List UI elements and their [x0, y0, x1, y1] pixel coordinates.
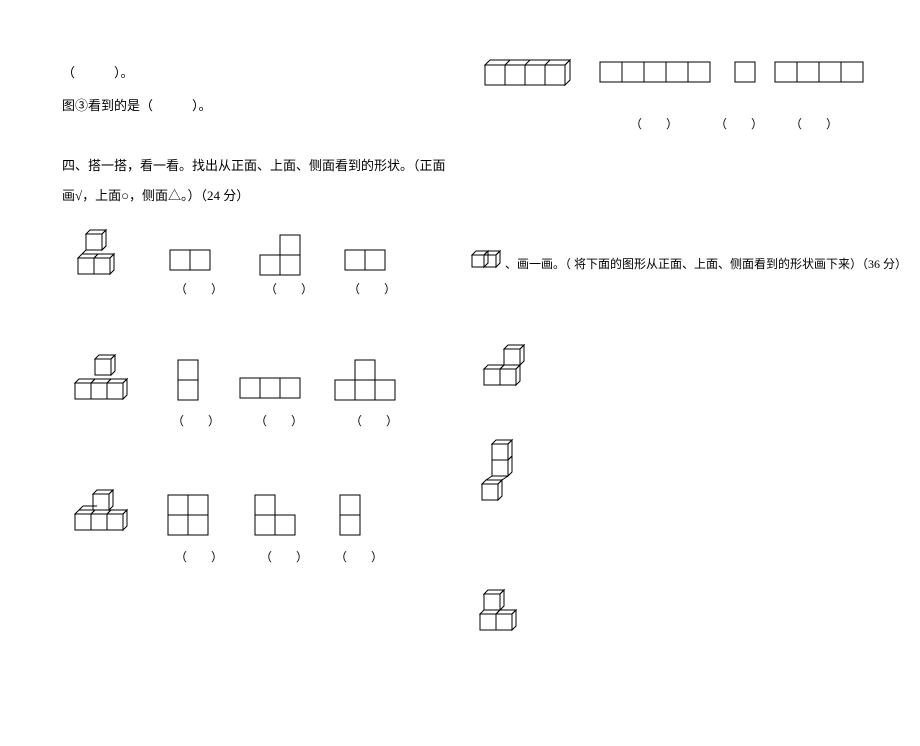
- s4r1-b1: （ ）: [175, 280, 223, 297]
- sec4-title1: 四、搭一搭，看一看。找出从正面、上面、侧面看到的形状。（正面: [62, 155, 446, 174]
- r-cube1: [480, 345, 550, 405]
- s4r3-opt3: [340, 495, 365, 540]
- s4r2-b3: （ ）: [350, 412, 398, 429]
- s4r1-b3: （ ）: [348, 280, 396, 297]
- s4r2-b2: （ ）: [255, 412, 303, 429]
- top-line1: （ ）。: [62, 62, 134, 81]
- s4r1-b2: （ ）: [265, 280, 313, 297]
- top-blank-1: （ ）: [630, 115, 678, 132]
- s4r2-opt3: [335, 360, 405, 405]
- sec5-leadshape: [470, 245, 510, 275]
- top-strip-3d: [480, 55, 580, 95]
- s4r2-b1: （ ）: [172, 412, 220, 429]
- sec4-title2: 画√，上面○，侧面△。）（24 分）: [62, 185, 249, 204]
- s4r3-b1: （ ）: [175, 548, 223, 565]
- top-blank-3: （ ）: [790, 115, 838, 132]
- top-strip-5: [600, 62, 720, 87]
- s4r3-b3: （ ）: [335, 548, 383, 565]
- top-blank-2: （ ）: [715, 115, 763, 132]
- s4r2-opt2: [240, 378, 310, 403]
- sec5-text: 、画一画。（ 将下面的图形从正面、上面、侧面看到的形状画下来）（36 分）: [505, 255, 907, 272]
- r-cube3: [480, 590, 550, 650]
- top-single-sq: [735, 62, 760, 87]
- top-line2: 图③看到的是（ ）。: [62, 95, 212, 114]
- s4r3-opt1: [168, 495, 213, 540]
- s4r1-opt1: [170, 250, 220, 275]
- s4-cube3: [75, 490, 155, 550]
- s4r2-opt1: [178, 360, 203, 405]
- r-cube2: [482, 440, 532, 515]
- s4r1-opt3: [345, 250, 395, 275]
- s4-cube1: [78, 230, 148, 290]
- s4r1-opt2: [260, 235, 310, 280]
- s4-cube2: [75, 355, 155, 415]
- s4r3-opt2: [255, 495, 300, 540]
- top-strip-4: [775, 62, 870, 87]
- s4r3-b2: （ ）: [260, 548, 308, 565]
